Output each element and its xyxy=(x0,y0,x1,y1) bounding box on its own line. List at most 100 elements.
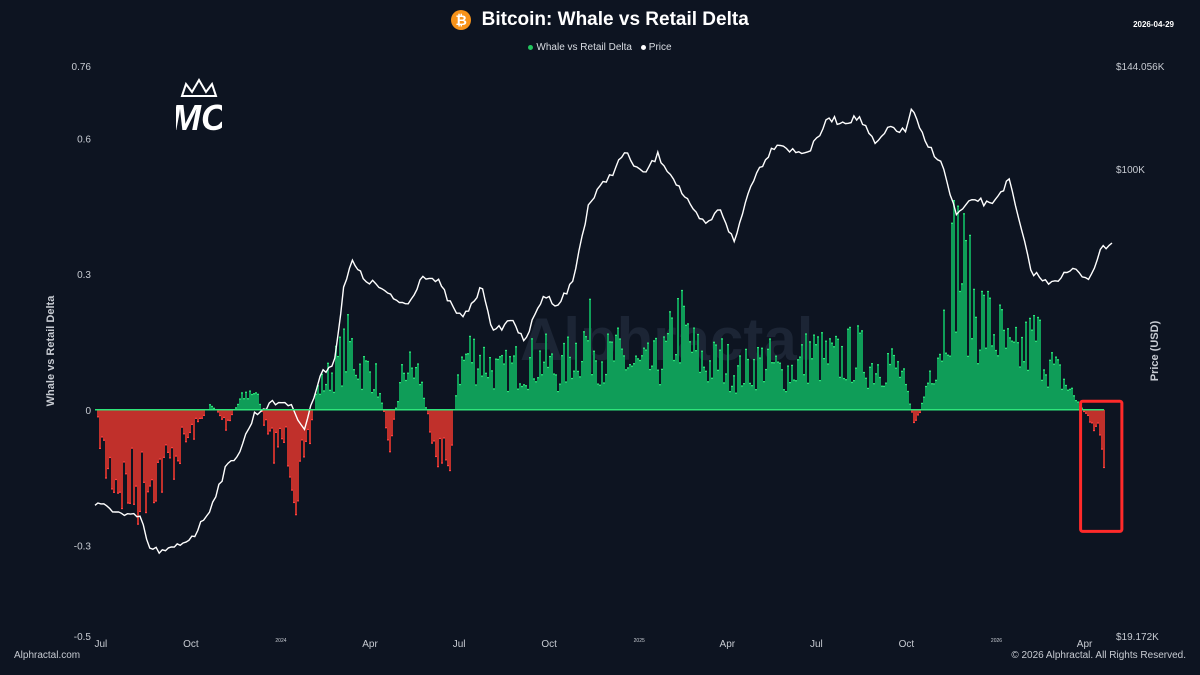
delta-bar xyxy=(725,373,727,410)
delta-bar-edge xyxy=(1021,336,1023,339)
delta-bar-edge xyxy=(639,359,641,362)
delta-bar-edge xyxy=(601,361,603,363)
delta-bar xyxy=(821,332,823,410)
delta-bar-edge xyxy=(913,421,915,424)
delta-bar xyxy=(873,383,875,410)
delta-bar xyxy=(707,381,709,410)
delta-bar xyxy=(1015,326,1017,410)
delta-bar xyxy=(679,362,681,410)
delta-bar xyxy=(555,374,557,410)
delta-bar-edge xyxy=(717,369,719,371)
delta-bar xyxy=(267,409,269,435)
delta-bar-edge xyxy=(715,344,717,346)
delta-bar xyxy=(751,385,753,410)
delta-bar-edge xyxy=(539,350,541,352)
delta-bar-edge xyxy=(787,365,789,367)
delta-bar xyxy=(1003,329,1005,410)
delta-bar xyxy=(465,353,467,410)
delta-bar-edge xyxy=(959,290,961,293)
delta-bar-edge xyxy=(311,419,313,421)
delta-bar xyxy=(731,385,733,410)
legend-item-price[interactable]: Price xyxy=(640,42,672,53)
delta-bar xyxy=(741,385,743,410)
delta-bar xyxy=(339,336,341,410)
delta-bar xyxy=(909,403,911,410)
right-tick-label: $144.056K xyxy=(1116,62,1165,73)
delta-bar-edge xyxy=(589,298,591,300)
delta-bar-edge xyxy=(403,372,405,374)
delta-bar-edge xyxy=(515,346,517,348)
delta-bar-edge xyxy=(343,328,345,330)
left-tick-label: 0.76 xyxy=(72,62,92,73)
delta-bar-edge xyxy=(745,348,747,351)
delta-bar-edge xyxy=(293,501,295,504)
delta-bar-edge xyxy=(797,359,799,361)
delta-bar xyxy=(1019,366,1021,410)
delta-bar-edge xyxy=(819,379,821,382)
delta-bar-edge xyxy=(571,377,573,380)
delta-bar xyxy=(117,409,119,494)
delta-bar-edge xyxy=(915,419,917,421)
delta-bar xyxy=(379,393,381,410)
delta-bar-edge xyxy=(467,353,469,355)
delta-bar xyxy=(119,409,121,493)
delta-bar xyxy=(585,336,587,410)
delta-bar xyxy=(501,354,503,410)
delta-bar-edge xyxy=(211,405,213,408)
delta-bar xyxy=(369,371,371,410)
legend-item-delta[interactable]: Whale vs Retail Delta xyxy=(528,42,632,53)
delta-bar-edge xyxy=(461,356,463,358)
delta-bar xyxy=(497,358,499,410)
delta-bar-edge xyxy=(373,389,375,391)
delta-bar xyxy=(947,354,949,410)
delta-bar-edge xyxy=(935,379,937,381)
delta-bar-edge xyxy=(389,451,391,453)
delta-bar xyxy=(103,409,105,441)
delta-bar xyxy=(271,409,273,429)
delta-bar xyxy=(359,363,361,410)
delta-bar xyxy=(121,409,123,509)
delta-bar-edge xyxy=(975,316,977,318)
negative-delta-series xyxy=(97,409,1105,525)
delta-bar xyxy=(899,376,901,410)
delta-bar-edge xyxy=(997,355,999,357)
delta-bar xyxy=(517,388,519,410)
delta-bar xyxy=(221,409,223,420)
delta-bar-edge xyxy=(443,437,445,439)
delta-bar-edge xyxy=(479,354,481,357)
delta-bar-edge xyxy=(1063,378,1065,380)
delta-bar xyxy=(405,379,407,410)
delta-bar-edge xyxy=(829,338,831,340)
delta-bar xyxy=(145,409,147,513)
delta-bar-edge xyxy=(907,390,909,393)
delta-bar xyxy=(667,333,669,410)
delta-bar-edge xyxy=(181,426,183,428)
delta-bar-edge xyxy=(691,351,693,354)
delta-bar-edge xyxy=(333,391,335,394)
delta-bar xyxy=(837,338,839,410)
delta-bar xyxy=(349,341,351,410)
delta-bar-edge xyxy=(795,380,797,382)
delta-bar-edge xyxy=(275,431,277,433)
delta-bar-edge xyxy=(749,382,751,385)
delta-bar-edge xyxy=(553,373,555,375)
delta-bar xyxy=(343,328,345,410)
delta-bar-edge xyxy=(737,365,739,367)
delta-bar xyxy=(847,328,849,410)
delta-bar-edge xyxy=(785,391,787,393)
delta-bar-edge xyxy=(119,491,121,493)
delta-bar-edge xyxy=(725,373,727,375)
delta-bar xyxy=(611,341,613,410)
delta-bar-edge xyxy=(297,500,299,502)
delta-bar-edge xyxy=(1087,414,1089,417)
delta-bar-edge xyxy=(879,376,881,379)
delta-bar xyxy=(109,409,111,458)
delta-bar-edge xyxy=(229,419,231,422)
delta-bar-edge xyxy=(455,395,457,397)
delta-bar-edge xyxy=(175,455,177,457)
delta-bar-edge xyxy=(657,369,659,371)
delta-bar xyxy=(279,409,281,429)
delta-bar xyxy=(603,382,605,410)
delta-bar xyxy=(1009,337,1011,410)
delta-bar xyxy=(445,409,447,461)
